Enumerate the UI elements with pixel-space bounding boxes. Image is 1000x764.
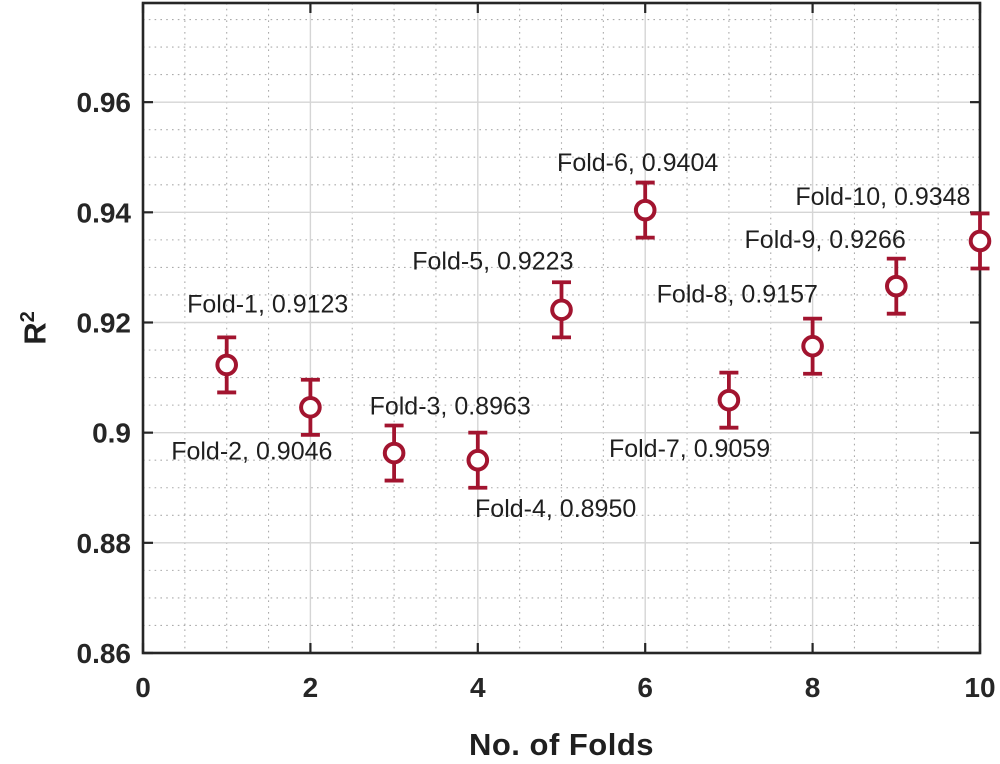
point-label-fold-5: Fold-5, 0.9223 [412,248,573,276]
point-annotations: Fold-1, 0.9123 Fold-2, 0.9046 Fold-3, 0.89… [171,149,970,523]
data-marker-circle [885,274,908,298]
x-tick-label: 8 [805,672,821,703]
point-label-fold-10: Fold-10, 0.9348 [795,183,970,211]
point-label-fold-8: Fold-8, 0.9157 [657,281,818,309]
errorbar-point-fold-3 [382,423,406,483]
axes-box [141,1,982,655]
x-tick-label: 2 [303,672,319,703]
y-axis-label: R2 [6,178,53,478]
point-label-fold-1: Fold-1, 0.9123 [187,291,348,319]
errorbar-point-fold-7 [717,370,741,430]
errorbar-point-fold-5 [550,280,573,340]
minor-gridlines [143,3,980,653]
point-label-fold-7: Fold-7, 0.9059 [609,435,770,463]
y-axis-label-superscript: 2 [17,311,39,323]
y-tick-label: 0.96 [77,87,132,118]
y-tick-label: 0.88 [77,528,132,559]
errorbar-point-fold-2 [299,377,322,437]
errorbar-point-fold-8 [801,316,824,376]
data-marker-circle [633,198,657,222]
tick-marks [141,3,982,655]
y-tick-label: 0.9 [92,418,131,449]
y-tick-label: 0.86 [77,638,132,669]
x-tick-label: 0 [135,672,151,703]
errorbar-series [215,180,992,490]
point-label-fold-3: Fold-3, 0.8963 [370,392,531,420]
y-tick-labels: 0.86 0.88 0.9 0.92 0.94 0.96 [77,87,132,669]
data-marker-circle [550,298,573,322]
point-label-fold-4: Fold-4, 0.8950 [475,495,636,523]
errorbar-point-fold-6 [633,180,657,240]
data-marker-circle [801,334,824,358]
point-label-fold-2: Fold-2, 0.9046 [171,438,332,466]
y-axis-label-base: R [17,322,53,345]
x-tick-labels: 0 2 4 6 8 10 [135,672,995,703]
errorbar-point-fold-9 [885,256,908,316]
errorbar-point-fold-1 [215,335,238,395]
x-axis-label: No. of Folds [468,727,655,762]
x-tick-label: 4 [470,672,486,703]
x-tick-label: 10 [964,672,995,703]
errorbar-point-fold-10 [968,211,992,271]
point-label-fold-6: Fold-6, 0.9404 [557,149,718,177]
y-tick-label: 0.94 [77,197,132,228]
data-marker-circle [382,441,406,465]
point-label-fold-9: Fold-9, 0.9266 [745,226,906,254]
x-tick-label: 6 [637,672,653,703]
data-marker-circle [968,229,992,253]
y-tick-label: 0.92 [77,307,132,338]
data-marker-circle [466,448,490,472]
data-marker-circle [717,388,741,412]
data-marker-circle [299,396,322,419]
errorbar-point-fold-4 [466,430,490,490]
data-marker-circle [215,353,238,377]
